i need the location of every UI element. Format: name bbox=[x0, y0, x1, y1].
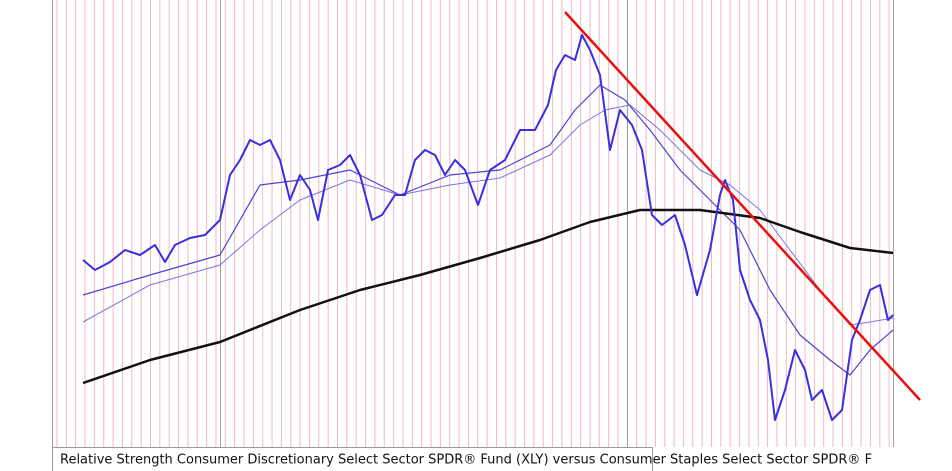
series-line bbox=[82, 208, 894, 385]
time-grid bbox=[52, 0, 894, 447]
plot bbox=[82, 11, 921, 421]
series-line bbox=[82, 34, 894, 421]
caption: Relative Strength Consumer Discretionary… bbox=[60, 453, 872, 468]
series-line bbox=[82, 84, 894, 376]
series-line bbox=[564, 11, 921, 401]
series-line bbox=[82, 104, 894, 326]
caption-box bbox=[52, 447, 653, 471]
